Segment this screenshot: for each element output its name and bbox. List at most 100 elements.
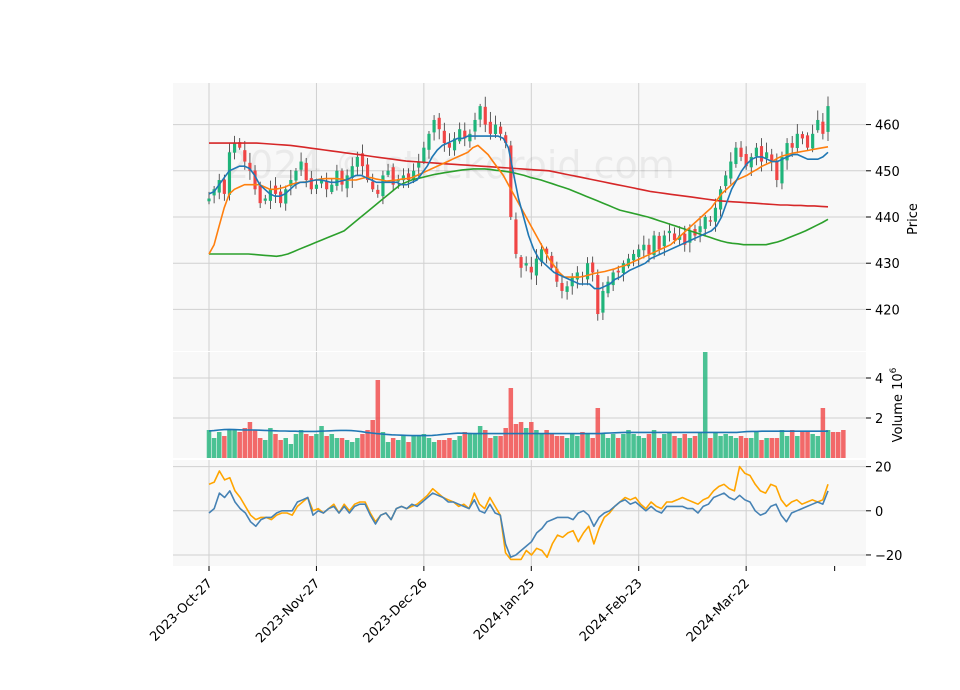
price-axis-label: Price: [906, 203, 921, 235]
candle-body: [381, 175, 385, 197]
candle-body: [529, 266, 533, 273]
volume-bar: [426, 438, 432, 458]
volume-series: [206, 352, 846, 458]
candle-body: [800, 134, 805, 139]
volume-bar: [232, 430, 237, 458]
volume-bar: [754, 432, 759, 458]
volume-tick-label: 4: [875, 372, 883, 387]
candle-body: [243, 150, 247, 162]
candle-body: [442, 130, 446, 144]
candle-body: [299, 161, 303, 170]
watermark: 2024 © stockdroid.com: [225, 143, 675, 187]
candle-body: [703, 217, 707, 229]
volume-bar: [687, 438, 693, 458]
candle-body: [534, 258, 538, 276]
candle-body: [795, 133, 799, 149]
candle-body: [483, 106, 487, 125]
volume-bar: [416, 436, 422, 458]
volume-bar: [462, 432, 468, 458]
candle-body: [591, 262, 595, 273]
candle-body: [319, 180, 324, 184]
volume-bar: [365, 430, 370, 458]
volume-bar: [656, 438, 662, 458]
candle-body: [238, 142, 242, 148]
candle-body: [468, 133, 472, 142]
candle-body: [360, 153, 365, 167]
candle-body: [775, 160, 779, 181]
candle-body: [545, 248, 549, 254]
volume-axis-label: Volume 106: [889, 367, 906, 442]
volume-bar: [303, 434, 309, 458]
volume-bar: [216, 432, 222, 458]
candle-body: [452, 138, 457, 151]
candle-body: [427, 133, 431, 150]
candle-body: [227, 152, 232, 195]
volume-bar: [411, 436, 416, 458]
time-tick-label: 2023-Nov-27: [253, 576, 323, 646]
volume-bar: [830, 432, 836, 458]
volume-bar: [401, 436, 406, 458]
volume-bar: [523, 428, 529, 458]
volume-bar: [800, 432, 805, 458]
candle-body: [652, 235, 656, 256]
volume-bar: [672, 436, 677, 458]
candle-body: [437, 117, 441, 130]
volume-bar: [815, 436, 821, 458]
candle-body: [314, 184, 319, 189]
volume-bar: [406, 442, 411, 458]
volume-bar: [247, 422, 253, 458]
volume-bar: [436, 440, 442, 458]
volume-bar: [339, 438, 345, 458]
volume-bar: [257, 438, 263, 458]
candle-body: [447, 142, 452, 148]
candle-body: [514, 219, 518, 254]
candle-body: [309, 178, 313, 190]
candle-body: [458, 129, 462, 142]
volume-bar: [503, 428, 508, 458]
volume-bar: [708, 438, 713, 458]
volume-bar: [472, 434, 478, 458]
candle-body: [263, 198, 267, 201]
volume-bar: [615, 438, 621, 458]
volume-bar: [252, 430, 258, 458]
time-tick-label: 2023-Oct-27: [147, 576, 215, 644]
candle-body: [504, 135, 508, 144]
candle-body: [805, 135, 810, 148]
candle-body: [816, 119, 820, 131]
candle-body: [524, 263, 528, 266]
time-tick-label: 2024-Jan-25: [471, 576, 538, 643]
candle-body: [596, 275, 600, 315]
volume-bar: [600, 434, 606, 458]
candle-body: [478, 106, 482, 120]
candle-body: [493, 124, 498, 135]
volume-bar: [498, 436, 503, 458]
candle-body: [294, 170, 298, 181]
candle-body: [253, 170, 257, 190]
volume-bar: [764, 438, 769, 458]
candle-body: [790, 143, 794, 148]
volume-bar: [237, 432, 242, 458]
volume-bar: [298, 430, 304, 458]
volume-bar: [385, 442, 391, 458]
volume-bar: [421, 434, 427, 458]
candle-body: [708, 220, 712, 222]
candle-body: [473, 119, 477, 132]
volume-axis-label-power: 6: [889, 367, 899, 373]
osc-tick-label: 0: [875, 505, 883, 520]
price-tick-label: 440: [875, 211, 900, 226]
price-series: [207, 96, 830, 321]
volume-bar: [784, 436, 790, 458]
volume-bar: [349, 442, 355, 458]
volume-bar: [610, 434, 616, 458]
volume-bar: [718, 436, 723, 458]
candle-body: [826, 106, 830, 132]
candle-body: [340, 170, 344, 185]
volume-bar: [697, 432, 703, 458]
candle-body: [621, 263, 625, 273]
volume-bar: [564, 438, 570, 458]
volume-bar: [692, 436, 698, 458]
candle-body: [391, 167, 395, 185]
candle-body: [606, 281, 610, 294]
candle-body: [499, 126, 503, 134]
